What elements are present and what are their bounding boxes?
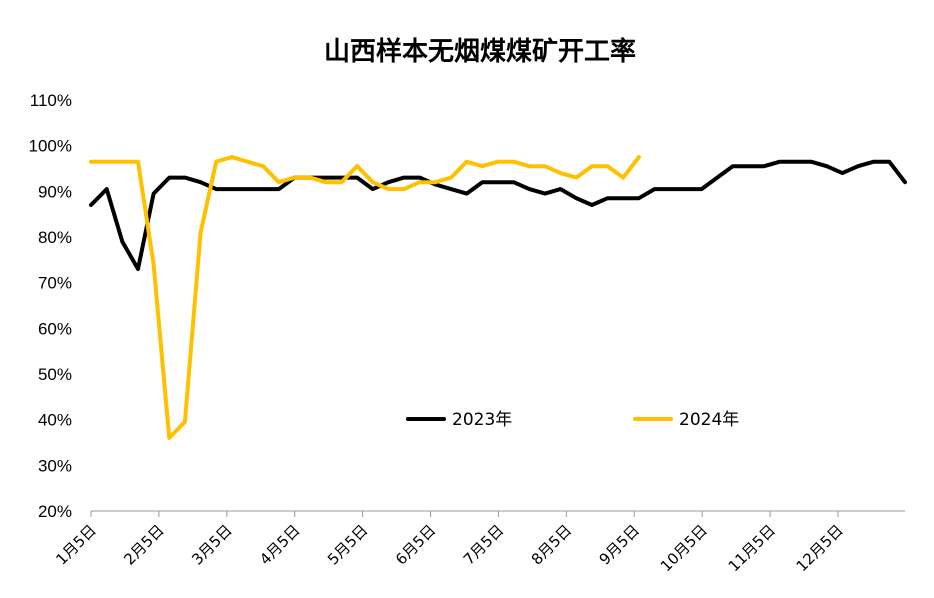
y-tick-label: 80%: [38, 228, 72, 247]
x-tick-label: 9月5日: [596, 521, 643, 568]
y-tick-label: 20%: [38, 502, 72, 521]
series-layer: [89, 155, 907, 440]
series-line-0: [89, 159, 907, 271]
x-tick-label: 8月5日: [528, 521, 575, 568]
x-tick-label: 1月5日: [52, 521, 99, 568]
series-line-1: [89, 155, 641, 440]
y-tick-label: 30%: [38, 456, 72, 475]
y-tick-label: 50%: [38, 365, 72, 384]
x-tick-label: 3月5日: [188, 521, 235, 568]
x-tick-label: 6月5日: [392, 521, 439, 568]
x-tick-label: 10月5日: [657, 521, 711, 575]
legend: 2023年 2024年: [406, 410, 739, 430]
y-tick-label: 70%: [38, 274, 72, 293]
y-tick-label: 90%: [38, 182, 72, 201]
legend-label: 2023年: [452, 410, 512, 430]
legend-label: 2024年: [679, 410, 739, 430]
y-axis: 20% 30% 40% 50% 60% 70% 80% 90% 100% 110%: [29, 91, 72, 521]
x-tick-label: 12月5日: [793, 521, 847, 575]
x-tick-label: 5月5日: [324, 521, 371, 568]
x-tick-label: 7月5日: [460, 521, 507, 568]
x-tick-label: 11月5日: [725, 521, 779, 575]
y-tick-label: 60%: [38, 319, 72, 338]
y-tick-label: 110%: [30, 91, 72, 110]
x-tick-label: 2月5日: [120, 521, 167, 568]
chart-title: 山西样本无烟煤煤矿开工率: [324, 36, 636, 67]
x-tick-label: 4月5日: [256, 521, 303, 568]
x-axis: 1月5日 2月5日 3月5日 4月5日 5月5日 6月5日 7月5日 8月5日 9月5日 10月5…: [52, 510, 905, 575]
y-tick-label: 40%: [38, 411, 72, 430]
y-tick-label: 100%: [29, 137, 72, 156]
